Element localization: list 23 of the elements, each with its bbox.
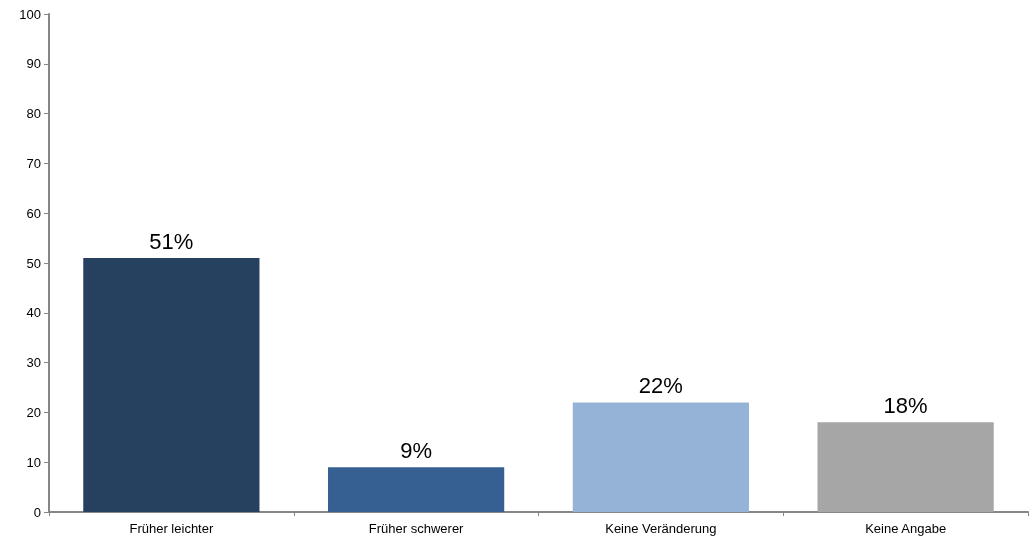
data-label: 9%: [400, 437, 433, 463]
y-tick-label: 50: [26, 255, 41, 271]
data-label: 22%: [638, 372, 683, 398]
y-tick-label: 100: [19, 6, 41, 22]
x-tick-label: Keine Veränderung: [605, 521, 717, 536]
y-tick-label: 80: [26, 106, 41, 122]
y-tick-label: 60: [26, 205, 41, 221]
bar: [572, 402, 749, 512]
bar: [83, 258, 260, 512]
y-tick-label: 10: [26, 454, 41, 470]
x-tick-label: Keine Angabe: [865, 521, 947, 536]
y-tick-label: 20: [26, 404, 41, 420]
y-tick-label: 70: [26, 155, 41, 171]
x-tick-label: Früher leichter: [129, 521, 214, 536]
data-label: 18%: [883, 392, 928, 418]
y-tick-label: 0: [33, 504, 41, 520]
data-label: 51%: [149, 228, 194, 254]
x-tick-label: Früher schwerer: [368, 521, 465, 536]
y-tick-label: 30: [26, 355, 41, 371]
bar: [817, 422, 994, 512]
bar: [328, 467, 505, 512]
y-tick-label: 90: [26, 56, 41, 72]
y-tick-label: 40: [26, 305, 41, 321]
